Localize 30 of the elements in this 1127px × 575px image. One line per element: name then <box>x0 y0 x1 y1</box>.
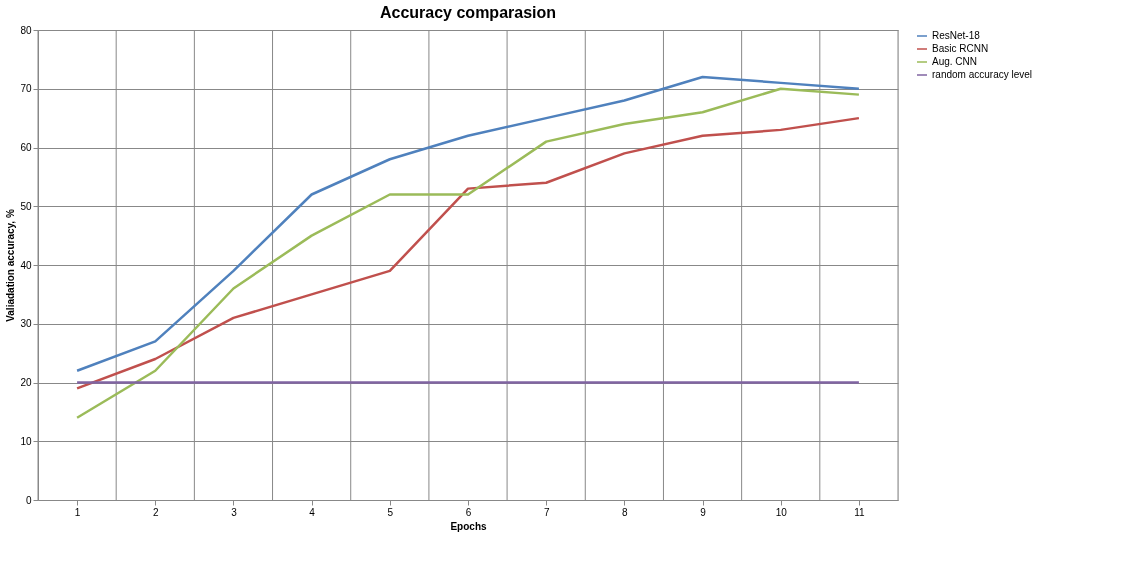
legend-label: ResNet-18 <box>932 30 981 41</box>
x-tick-label: 5 <box>387 506 394 518</box>
y-tick-label: 80 <box>20 24 32 36</box>
y-tick-label: 30 <box>20 318 32 330</box>
x-tick-label: 3 <box>231 506 238 518</box>
x-tick-label: 1 <box>74 506 81 518</box>
x-axis-title: Epochs <box>450 520 487 532</box>
x-tick-label: 6 <box>465 506 472 518</box>
y-tick-label: 10 <box>20 435 32 447</box>
legend-label: random accuracy level <box>932 69 1033 80</box>
x-tick-label: 2 <box>152 506 159 518</box>
y-tick-label: 60 <box>20 142 32 153</box>
x-tick-label: 9 <box>700 506 707 518</box>
x-tick-label: 11 <box>854 506 866 518</box>
x-tick-label: 7 <box>543 506 550 518</box>
y-tick-label: 0 <box>25 494 32 506</box>
y-axis-title: Valiadation accuracy, % <box>5 209 17 322</box>
y-tick-label: 70 <box>20 83 32 95</box>
legend-label: Aug. CNN <box>932 56 978 67</box>
line-series <box>75 75 861 372</box>
x-tick-label: 4 <box>309 506 316 518</box>
y-tick-label: 20 <box>20 377 32 388</box>
line-series <box>75 87 861 419</box>
legend-label: Basic RCNN <box>932 43 989 54</box>
x-tick-label: 8 <box>622 506 629 518</box>
line-series <box>75 116 861 390</box>
x-tick-label: 10 <box>775 506 788 518</box>
chart-title: Accuracy comparasion <box>379 4 557 21</box>
y-tick-label: 50 <box>20 200 32 212</box>
y-tick-label: 40 <box>20 259 32 271</box>
